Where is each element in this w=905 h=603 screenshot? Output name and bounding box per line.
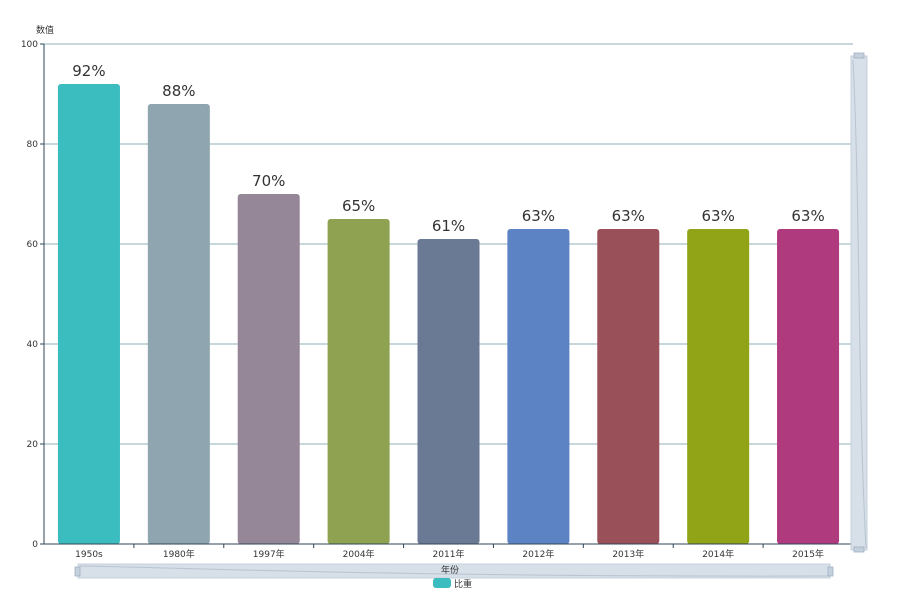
zoom-handle-top[interactable] <box>853 52 865 59</box>
legend-label[interactable]: 比重 <box>454 578 472 590</box>
bar[interactable] <box>687 229 750 544</box>
data-label: 63% <box>522 207 555 225</box>
bar[interactable] <box>237 194 300 544</box>
axes: 0 20 40 60 80 100 1950s 1980年 1997年 2004年 2011年 201… <box>21 40 854 560</box>
zoom-handle-right[interactable] <box>827 566 834 577</box>
data-label: 88% <box>162 82 195 100</box>
y-tick-label: 100 <box>21 40 38 50</box>
bar[interactable] <box>417 239 480 544</box>
data-label: 63% <box>612 207 645 225</box>
bar[interactable] <box>777 229 840 544</box>
data-label: 63% <box>791 207 824 225</box>
data-label: 92% <box>72 62 105 80</box>
x-tick-label: 2012年 <box>522 548 554 560</box>
y-tick-label: 60 <box>27 240 39 250</box>
x-tick-label: 2013年 <box>612 548 644 560</box>
x-tick-label: 2004年 <box>343 548 375 560</box>
x-tick-label: 2014年 <box>702 548 734 560</box>
bars: 92% 88% 70% 65% 61% 63% 63% 63% 63% <box>57 62 840 544</box>
y-tick-label: 80 <box>27 140 39 150</box>
bar[interactable] <box>507 229 570 544</box>
data-label: 63% <box>701 207 734 225</box>
vertical-zoom-slider[interactable] <box>850 52 868 553</box>
x-tick-label: 2015年 <box>792 548 824 560</box>
legend[interactable]: 比重 <box>433 578 472 590</box>
bar[interactable] <box>327 219 390 544</box>
y-tick-label: 40 <box>27 340 39 350</box>
bar[interactable] <box>57 84 120 544</box>
zoom-handle-bottom[interactable] <box>853 546 865 553</box>
bar[interactable] <box>597 229 660 544</box>
horizontal-zoom-slider[interactable] <box>74 563 834 579</box>
data-label: 70% <box>252 172 285 190</box>
legend-swatch[interactable] <box>433 578 451 588</box>
x-axis-title: 年份 <box>441 564 459 576</box>
zoom-handle-left[interactable] <box>74 566 81 577</box>
bar[interactable] <box>147 104 210 544</box>
y-axis-title: 数值 <box>36 24 54 36</box>
x-tick-label: 1980年 <box>163 548 195 560</box>
data-label: 65% <box>342 197 375 215</box>
x-tick-label: 1950s <box>75 550 103 560</box>
x-tick-label: 1997年 <box>253 548 285 560</box>
y-tick-label: 20 <box>27 440 39 450</box>
data-label: 61% <box>432 217 465 235</box>
x-tick-label: 2011年 <box>433 548 465 560</box>
y-tick-label: 0 <box>32 540 38 550</box>
